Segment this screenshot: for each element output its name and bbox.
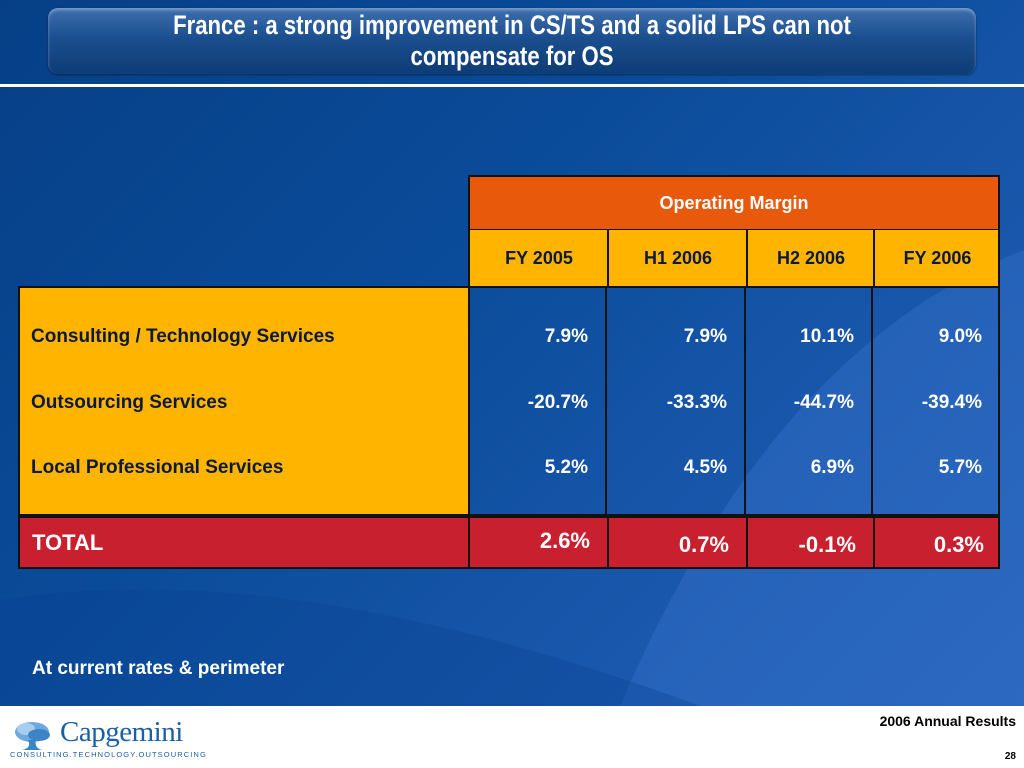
table-cell: 10.1% bbox=[800, 326, 854, 347]
column-header-fy2005: FY 2005 bbox=[505, 247, 573, 268]
brand-wordmark: Capgemini bbox=[60, 716, 183, 748]
total-value-h1-2006: 0.7% bbox=[678, 532, 729, 557]
table-cell: 7.9% bbox=[683, 326, 727, 347]
row-label-lps: Local Professional Services bbox=[31, 457, 284, 478]
column-divider bbox=[746, 518, 748, 567]
column-header-h2-2006: H2 2006 bbox=[776, 247, 846, 268]
capgemini-logo: Capgemini CONSULTING.TECHNOLOGY.OUTSOURC… bbox=[8, 716, 206, 762]
slide-title-line-2: compensate for OS bbox=[410, 41, 614, 71]
total-value-h2-2006: -0.1% bbox=[798, 532, 856, 557]
table-cell: -20.7% bbox=[527, 392, 588, 413]
total-value-fy2005: 2.6% bbox=[539, 528, 590, 553]
values-panel: 7.9% 7.9% 10.1% 9.0% -20.7% -33.3% -44.7… bbox=[468, 286, 1000, 516]
column-divider bbox=[873, 230, 875, 286]
table-cell: 7.9% bbox=[544, 326, 588, 347]
column-header-fy2006: FY 2006 bbox=[903, 247, 972, 268]
total-label: TOTAL bbox=[32, 530, 104, 555]
table-cell: 4.5% bbox=[683, 457, 727, 478]
column-divider bbox=[607, 230, 609, 286]
row-label-cs-ts: Consulting / Technology Services bbox=[31, 326, 335, 347]
operating-margin-header: Operating Margin bbox=[468, 175, 1000, 231]
table-cell: 6.9% bbox=[810, 457, 854, 478]
slide-title-line-1: France : a strong improvement in CS/TS a… bbox=[173, 10, 851, 40]
table-cell: -39.4% bbox=[921, 392, 982, 413]
row-labels-panel: Consulting / Technology Services Outsour… bbox=[18, 286, 470, 516]
table-cell: 9.0% bbox=[938, 326, 982, 347]
column-divider bbox=[746, 230, 748, 286]
column-header-row: FY 2005 H1 2006 H2 2006 FY 2006 bbox=[468, 230, 1000, 288]
column-divider bbox=[873, 518, 875, 567]
title-divider bbox=[0, 84, 1024, 87]
brand-tagline: CONSULTING.TECHNOLOGY.OUTSOURCING bbox=[10, 750, 207, 759]
column-divider bbox=[605, 288, 607, 516]
footnote: At current rates & perimeter bbox=[32, 658, 285, 679]
title-bar: France : a strong improvement in CS/TS a… bbox=[48, 8, 976, 74]
footer-report-title: 2006 Annual Results bbox=[879, 713, 1016, 729]
slide-title: France : a strong improvement in CS/TS a… bbox=[132, 10, 893, 72]
column-divider bbox=[871, 288, 873, 516]
table-cell: 5.2% bbox=[544, 457, 588, 478]
row-label-os: Outsourcing Services bbox=[31, 392, 228, 413]
slide-background: France : a strong improvement in CS/TS a… bbox=[0, 0, 1024, 706]
page-number: 28 bbox=[1004, 751, 1016, 762]
table-cell: -33.3% bbox=[666, 392, 727, 413]
table-cell: -44.7% bbox=[793, 392, 854, 413]
total-value-fy2006: 0.3% bbox=[933, 532, 984, 557]
column-divider bbox=[607, 518, 609, 567]
total-row: TOTAL 2.6% 0.7% -0.1% 0.3% bbox=[18, 516, 1000, 569]
table-cell: 5.7% bbox=[938, 457, 982, 478]
column-divider bbox=[744, 288, 746, 516]
capgemini-spade-logo-icon bbox=[15, 722, 50, 750]
column-divider bbox=[468, 518, 470, 567]
column-header-h1-2006: H1 2006 bbox=[643, 247, 713, 268]
